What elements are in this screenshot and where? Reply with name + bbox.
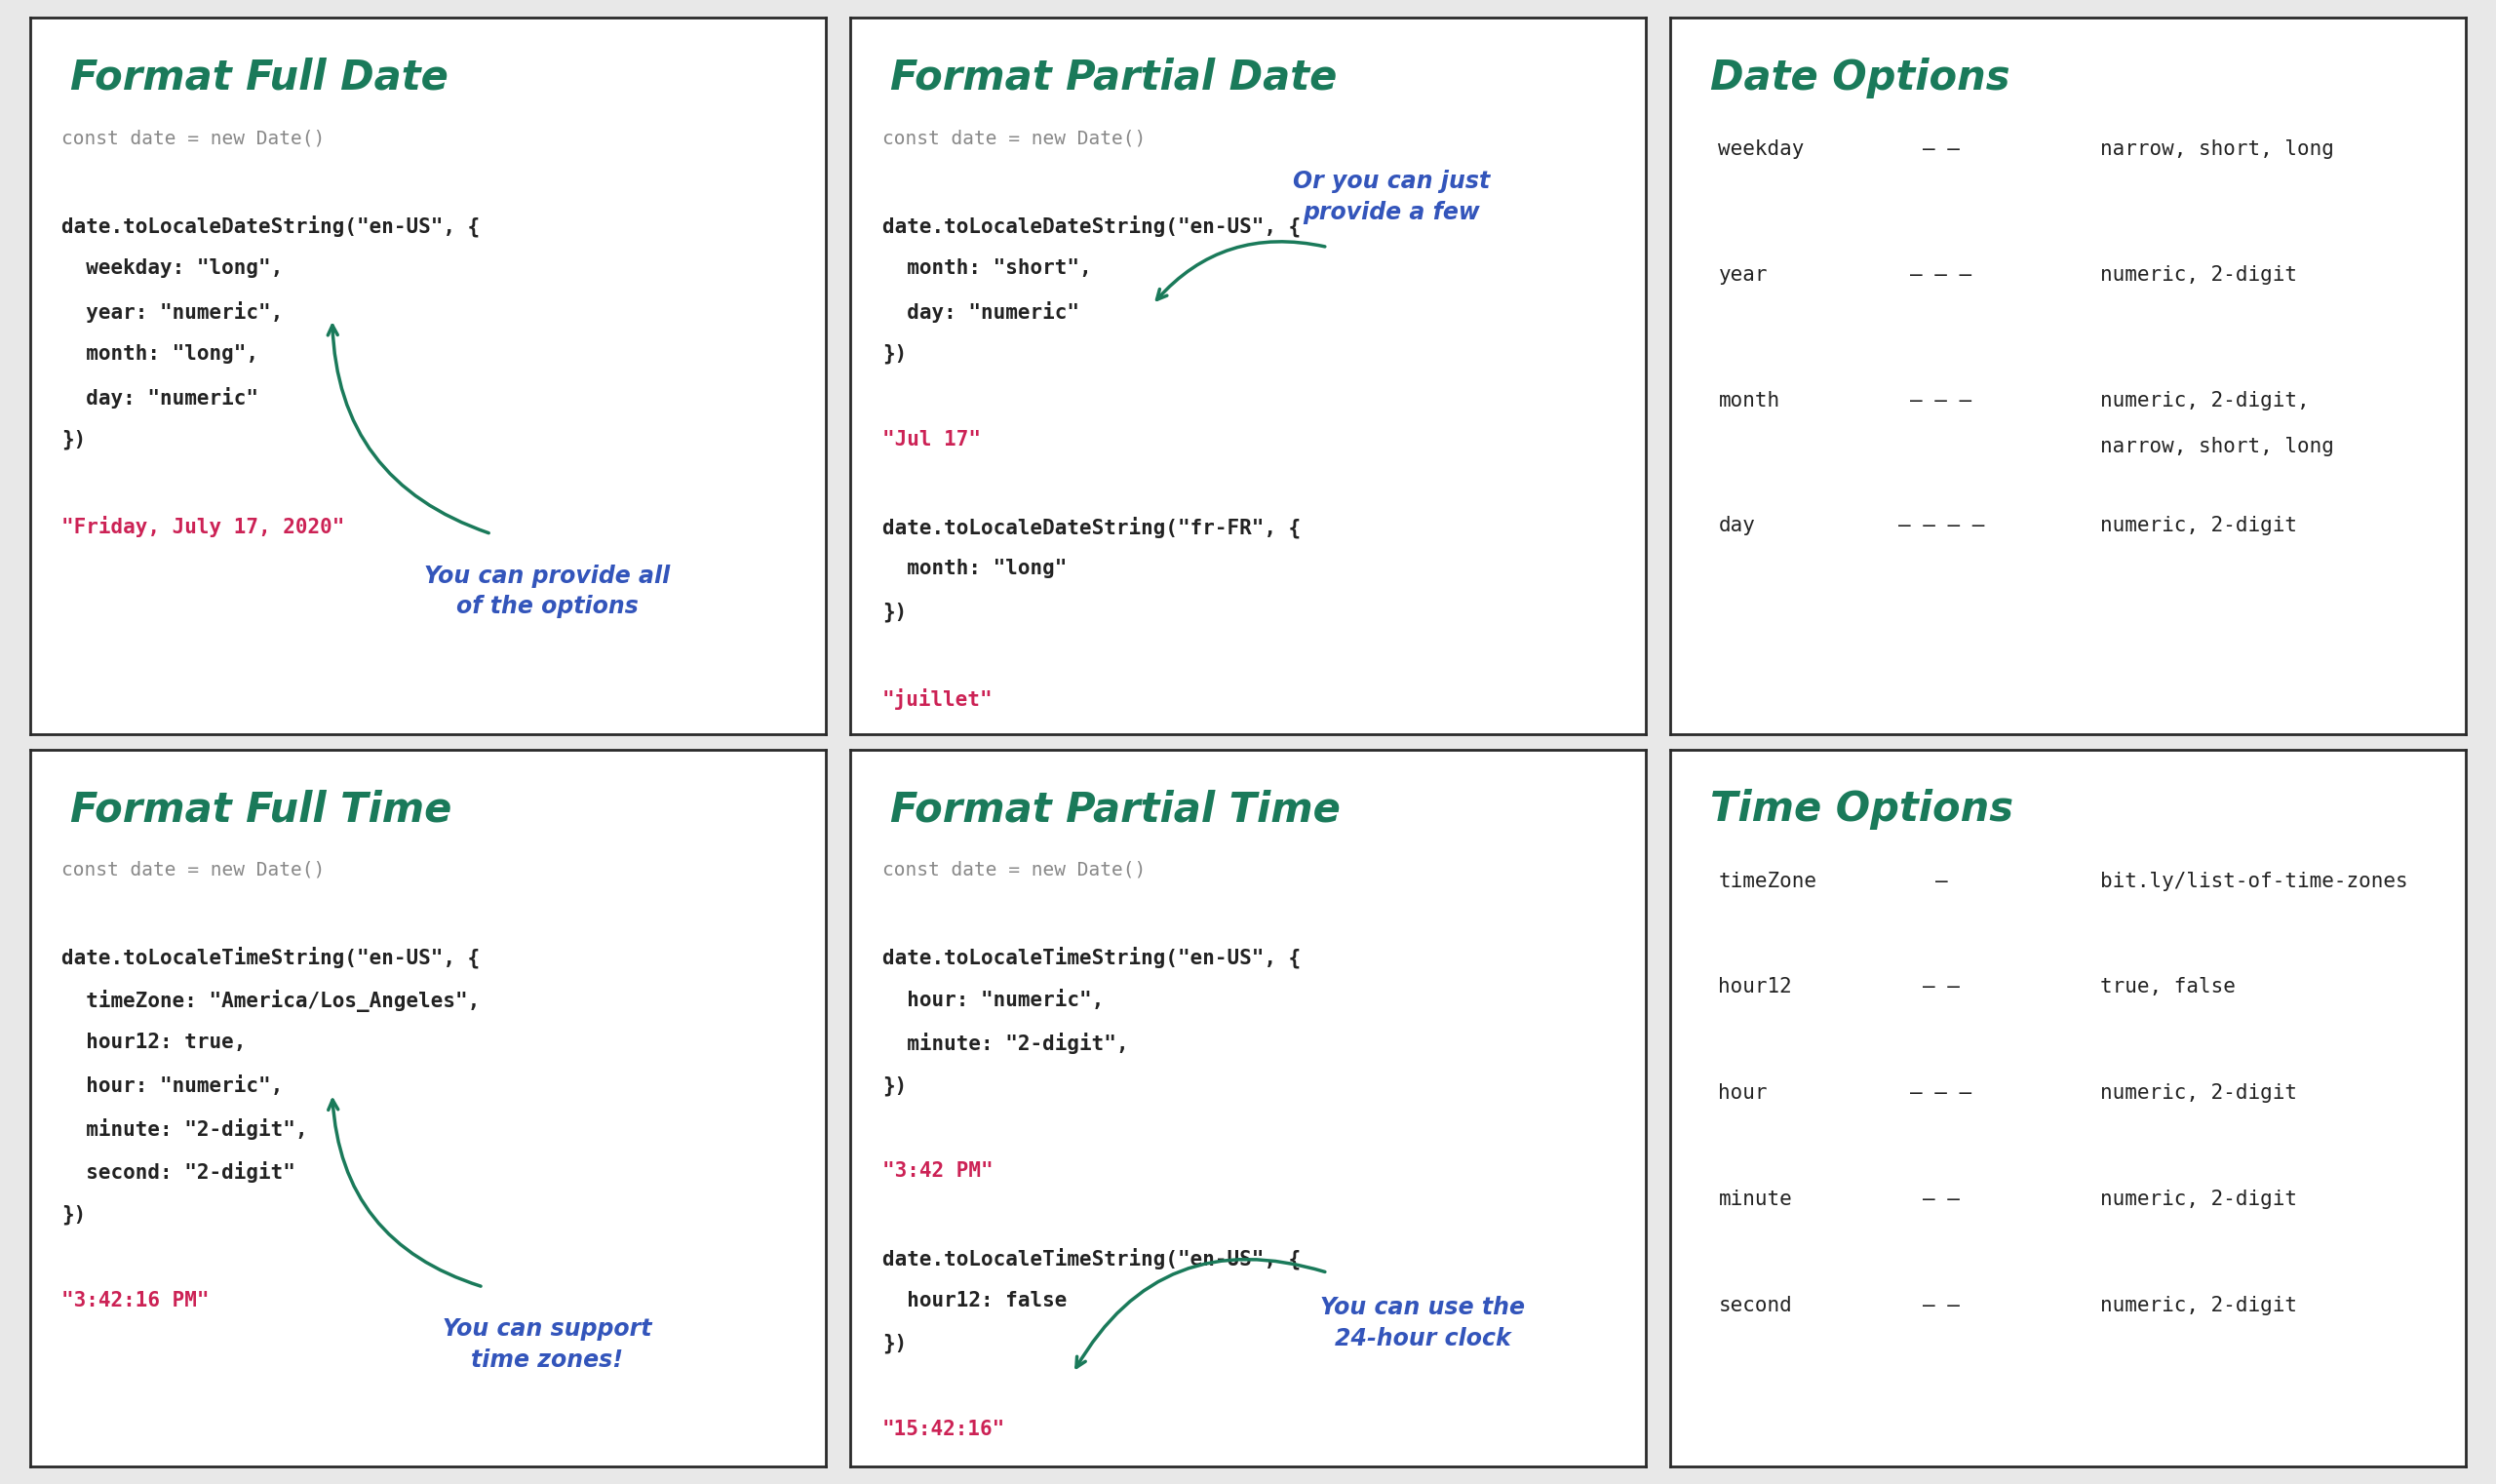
Text: }): }) — [62, 430, 87, 450]
Text: weekday: "long",: weekday: "long", — [62, 258, 285, 278]
Text: true, false: true, false — [2099, 978, 2236, 997]
Text: numeric, 2-digit: numeric, 2-digit — [2099, 1083, 2296, 1103]
Text: hour: "numeric",: hour: "numeric", — [881, 990, 1103, 1011]
Text: month: "long",: month: "long", — [62, 344, 260, 364]
Text: Or you can just
provide a few: Or you can just provide a few — [1293, 169, 1490, 224]
Text: — —: — — — [1922, 1296, 1959, 1315]
Text: day: "numeric": day: "numeric" — [881, 301, 1078, 322]
Text: "juillet": "juillet" — [881, 689, 993, 709]
Text: date.toLocaleTimeString("en-US", {: date.toLocaleTimeString("en-US", { — [881, 1248, 1300, 1269]
Text: hour: "numeric",: hour: "numeric", — [62, 1076, 285, 1097]
Text: — — —: — — — — [1909, 266, 1972, 285]
Text: "15:42:16": "15:42:16" — [881, 1420, 1006, 1439]
Text: const date = new Date(): const date = new Date() — [881, 129, 1146, 147]
Text: hour: hour — [1717, 1083, 1767, 1103]
Text: }): }) — [881, 1334, 906, 1353]
Text: numeric, 2-digit: numeric, 2-digit — [2099, 516, 2296, 536]
Text: hour12: false: hour12: false — [881, 1291, 1066, 1310]
Text: }): }) — [881, 344, 906, 364]
Text: date.toLocaleDateString("fr-FR", {: date.toLocaleDateString("fr-FR", { — [881, 516, 1300, 537]
Text: — — —: — — — — [1909, 390, 1972, 410]
Text: — — — —: — — — — — [1897, 516, 1984, 536]
Text: You can support
time zones!: You can support time zones! — [442, 1318, 651, 1371]
Text: bit.ly/list-of-time-zones: bit.ly/list-of-time-zones — [2099, 871, 2409, 890]
Text: narrow, short, long: narrow, short, long — [2099, 139, 2334, 159]
Text: year: "numeric",: year: "numeric", — [62, 301, 285, 322]
Text: month: month — [1717, 390, 1780, 410]
Text: "3:42:16 PM": "3:42:16 PM" — [62, 1291, 210, 1310]
Text: — —: — — — [1922, 139, 1959, 159]
Text: Format Partial Time: Format Partial Time — [891, 789, 1340, 830]
Text: second: "2-digit": second: "2-digit" — [62, 1162, 295, 1183]
Text: day: "numeric": day: "numeric" — [62, 387, 260, 408]
Text: weekday: weekday — [1717, 139, 1805, 159]
Text: timeZone: "America/Los_Angeles",: timeZone: "America/Los_Angeles", — [62, 990, 479, 1012]
Text: numeric, 2-digit: numeric, 2-digit — [2099, 1190, 2296, 1209]
Text: "Friday, July 17, 2020": "Friday, July 17, 2020" — [62, 516, 344, 537]
Text: hour12: true,: hour12: true, — [62, 1033, 247, 1052]
Text: "Jul 17": "Jul 17" — [881, 430, 981, 450]
Text: Format Partial Date: Format Partial Date — [891, 58, 1338, 98]
Text: numeric, 2-digit: numeric, 2-digit — [2099, 266, 2296, 285]
Text: day: day — [1717, 516, 1755, 536]
Text: const date = new Date(): const date = new Date() — [62, 129, 324, 147]
Text: date.toLocaleDateString("en-US", {: date.toLocaleDateString("en-US", { — [62, 215, 479, 237]
Text: —: — — [1934, 871, 1947, 890]
Text: timeZone: timeZone — [1717, 871, 1817, 890]
Text: date.toLocaleTimeString("en-US", {: date.toLocaleTimeString("en-US", { — [881, 947, 1300, 969]
Text: const date = new Date(): const date = new Date() — [881, 861, 1146, 879]
Text: Format Full Date: Format Full Date — [70, 58, 447, 98]
Text: Time Options: Time Options — [1710, 789, 2014, 830]
Text: minute: "2-digit",: minute: "2-digit", — [62, 1119, 307, 1140]
Text: hour12: hour12 — [1717, 978, 1792, 997]
Text: month: "short",: month: "short", — [881, 258, 1091, 278]
Text: }): }) — [62, 1205, 87, 1224]
Text: — — —: — — — — [1909, 1083, 1972, 1103]
Text: second: second — [1717, 1296, 1792, 1315]
Text: const date = new Date(): const date = new Date() — [62, 861, 324, 879]
Text: — —: — — — [1922, 1190, 1959, 1209]
Text: }): }) — [881, 603, 906, 622]
Text: narrow, short, long: narrow, short, long — [2099, 438, 2334, 457]
Text: month: "long": month: "long" — [881, 559, 1066, 579]
Text: minute: "2-digit",: minute: "2-digit", — [881, 1033, 1128, 1054]
Text: Date Options: Date Options — [1710, 58, 2009, 98]
Text: year: year — [1717, 266, 1767, 285]
Text: Format Full Time: Format Full Time — [70, 789, 452, 830]
Text: numeric, 2-digit,: numeric, 2-digit, — [2099, 390, 2309, 410]
Text: You can use the
24-hour clock: You can use the 24-hour clock — [1320, 1296, 1525, 1350]
Text: date.toLocaleDateString("en-US", {: date.toLocaleDateString("en-US", { — [881, 215, 1300, 237]
Text: numeric, 2-digit: numeric, 2-digit — [2099, 1296, 2296, 1315]
Text: }): }) — [881, 1076, 906, 1095]
Text: — —: — — — [1922, 978, 1959, 997]
Text: You can provide all
of the options: You can provide all of the options — [424, 564, 669, 619]
Text: date.toLocaleTimeString("en-US", {: date.toLocaleTimeString("en-US", { — [62, 947, 479, 969]
Text: "3:42 PM": "3:42 PM" — [881, 1162, 993, 1181]
Text: minute: minute — [1717, 1190, 1792, 1209]
